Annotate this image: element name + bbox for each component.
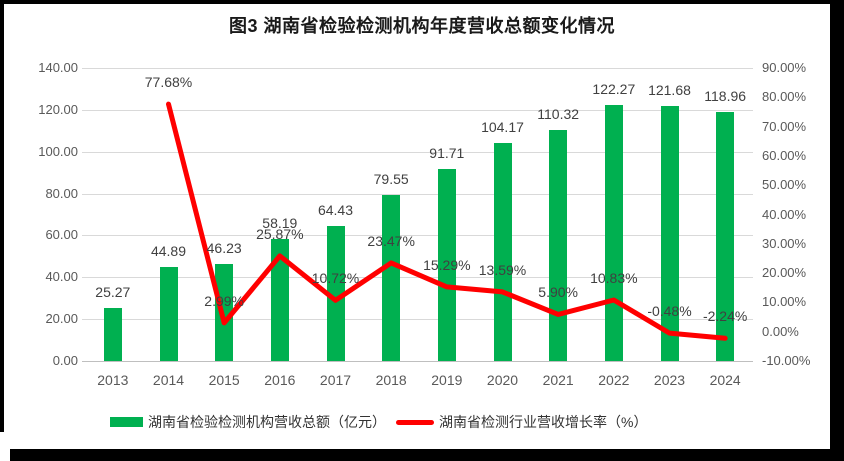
x-axis-label-2014: 2014 — [152, 372, 185, 388]
bar-2019 — [437, 169, 456, 361]
bar-2022 — [604, 105, 623, 361]
photo-edge-top — [0, 0, 844, 4]
right-axis-tick: 80.00% — [762, 89, 807, 105]
gridline-0.00 — [82, 361, 753, 362]
growth-value-label-2016: 25.87% — [256, 225, 304, 242]
growth-value-label-2022: 10.83% — [590, 269, 638, 286]
left-axis-tick: 0.00 — [52, 353, 78, 368]
x-axis-label-2022: 2022 — [598, 372, 630, 388]
right-axis-tick: 40.00% — [762, 206, 807, 222]
bar-value-label-2015: 46.23 — [206, 240, 242, 257]
growth-value-label-2017: 10.72% — [311, 270, 360, 287]
gridline-60.00 — [82, 235, 753, 237]
bar-value-label-2020: 104.17 — [481, 118, 524, 135]
growth-value-label-2024: -2.24% — [702, 308, 748, 325]
growth-value-label-2021: 5.90% — [538, 284, 578, 301]
bar-value-label-2013: 25.27 — [95, 284, 131, 301]
right-axis-tick: 60.00% — [762, 147, 807, 163]
left-axis-tick: 60.00 — [45, 227, 78, 243]
bar-value-label-2018: 79.55 — [373, 170, 409, 187]
x-axis-label-2021: 2021 — [542, 372, 574, 388]
chart-title: 图3 湖南省检验检测机构年度营收总额变化情况 — [228, 16, 615, 36]
growth-line — [166, 101, 728, 341]
gridline-40.00 — [82, 277, 753, 279]
bar-legend-label: 湖南省检验检测机构营收总额（亿元） — [148, 414, 386, 430]
bar-value-label-2016: 58.19 — [262, 215, 298, 232]
x-axis-label-2018: 2018 — [375, 372, 407, 388]
growth-value-label-2014: 77.68% — [144, 74, 193, 91]
photo-edge-left — [0, 0, 4, 432]
bar-2023 — [660, 106, 679, 361]
right-axis-tick: 70.00% — [762, 118, 807, 134]
right-axis-tick: -10.00% — [762, 353, 811, 368]
bar-2016 — [270, 239, 289, 361]
right-axis-tick: 0.00% — [762, 323, 799, 339]
left-axis-tick: 100.00 — [38, 143, 78, 159]
right-axis-tick: 90.00% — [762, 60, 807, 75]
legend: 湖南省检验检测机构营收总额（亿元） 湖南省检测行业营收增长率（%） — [110, 411, 647, 433]
right-axis-tick: 50.00% — [762, 177, 807, 193]
bar-2020 — [493, 142, 512, 361]
bar-value-label-2021: 110.32 — [537, 106, 580, 123]
bar-value-label-2022: 122.27 — [592, 81, 636, 98]
x-axis-label-2016: 2016 — [264, 372, 296, 388]
left-axis-tick: 140.00 — [38, 60, 78, 75]
left-axis-tick: 20.00 — [45, 311, 78, 327]
bar-value-label-2014: 44.89 — [150, 243, 187, 260]
right-axis-tick: 10.00% — [762, 294, 807, 310]
bar-2024 — [716, 112, 735, 361]
bar-value-label-2019: 91.71 — [429, 145, 465, 162]
bar-2018 — [382, 194, 401, 361]
growth-value-label-2023: -0.48% — [647, 303, 692, 320]
x-axis-label-2020: 2020 — [486, 372, 519, 388]
gridline-120.00 — [82, 109, 753, 111]
left-axis-tick: 80.00 — [45, 185, 78, 201]
x-axis-label-2015: 2015 — [208, 372, 240, 388]
right-axis-tick: 30.00% — [762, 235, 807, 251]
x-axis-label-2023: 2023 — [653, 372, 686, 388]
bar-2015 — [215, 264, 234, 361]
bar-2013 — [103, 308, 122, 361]
gridline-140.00 — [82, 68, 753, 69]
line-legend-swatch-icon — [396, 419, 434, 425]
bar-2017 — [326, 226, 345, 361]
photo-edge-right — [830, 0, 844, 461]
bar-2014 — [159, 267, 178, 361]
bar-value-label-2017: 64.43 — [317, 202, 354, 219]
left-axis-tick: 120.00 — [38, 101, 78, 117]
growth-value-label-2015: 2.99% — [204, 292, 244, 309]
bar-legend-swatch-icon — [110, 417, 143, 427]
growth-value-label-2018: 23.47% — [367, 232, 415, 249]
gridline-20.00 — [82, 319, 753, 321]
x-axis-label-2013: 2013 — [97, 372, 129, 388]
right-axis-tick: 20.00% — [762, 265, 807, 281]
left-axis-tick: 40.00 — [45, 269, 78, 285]
growth-value-label-2020: 13.59% — [478, 261, 527, 278]
gridline-80.00 — [82, 193, 753, 195]
bar-value-label-2024: 118.96 — [704, 88, 747, 105]
line-legend-label: 湖南省检测行业营收增长率（%） — [439, 414, 648, 430]
x-axis-label-2019: 2019 — [431, 372, 463, 388]
x-axis-label-2024: 2024 — [709, 372, 741, 388]
growth-value-label-2019: 15.29% — [423, 256, 471, 273]
x-axis-label-2017: 2017 — [319, 372, 352, 388]
bar-2021 — [549, 130, 568, 361]
photo-edge-bottom — [10, 449, 844, 461]
gridline-100.00 — [82, 151, 753, 153]
bar-value-label-2023: 121.68 — [648, 82, 691, 99]
